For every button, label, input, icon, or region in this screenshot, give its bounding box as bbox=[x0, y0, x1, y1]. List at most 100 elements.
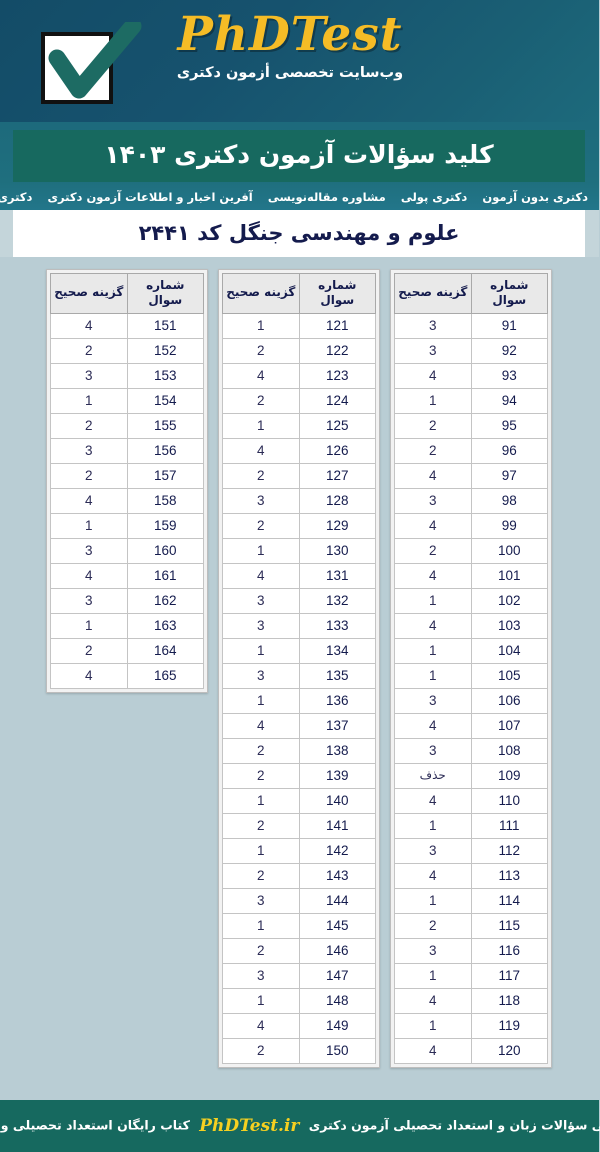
cell-correct-option: 4 bbox=[223, 362, 301, 389]
cell-correct-option: 1 bbox=[223, 787, 301, 814]
table-row: 110 4 bbox=[395, 787, 549, 814]
cell-correct-option: 2 bbox=[223, 512, 301, 539]
nav-item-2[interactable]: مشاوره مقاله‌نویسی bbox=[268, 190, 387, 204]
table-row: 138 2 bbox=[223, 737, 377, 764]
cell-question-number: 157 bbox=[127, 462, 205, 489]
footer-site-link[interactable]: PhDTest.ir bbox=[200, 1116, 301, 1136]
cell-correct-option: 2 bbox=[51, 337, 129, 364]
cell-question-number: 134 bbox=[299, 637, 377, 664]
table-row: 91 3 bbox=[395, 312, 549, 339]
cell-correct-option: 3 bbox=[395, 312, 473, 339]
table-row: 99 4 bbox=[395, 512, 549, 539]
cell-correct-option: 3 bbox=[223, 487, 301, 514]
table-row: 120 4 bbox=[395, 1037, 549, 1064]
table-row: 117 1 bbox=[395, 962, 549, 989]
header-question-number: شماره سوال bbox=[127, 272, 205, 314]
table-row: 151 4 bbox=[51, 312, 205, 339]
cell-question-number: 126 bbox=[299, 437, 377, 464]
cell-correct-option: 4 bbox=[395, 862, 473, 889]
cell-correct-option: 1 bbox=[395, 887, 473, 914]
table-row: 95 2 bbox=[395, 412, 549, 439]
table-row: 161 4 bbox=[51, 562, 205, 589]
cell-question-number: 111 bbox=[471, 812, 549, 839]
table-row: 93 4 bbox=[395, 362, 549, 389]
nav-item-3[interactable]: آفرین اخبار و اطلاعات آزمون دکتری bbox=[48, 190, 254, 204]
answer-key-panel-2: شماره سوال گزینه صحیح 151 4 152 2 153 3 154 1 155 2… bbox=[47, 268, 209, 693]
nav-item-0[interactable]: دکتری بدون آزمون bbox=[483, 190, 589, 204]
cell-question-number: 163 bbox=[127, 612, 205, 639]
cell-question-number: 123 bbox=[299, 362, 377, 389]
cell-correct-option: 4 bbox=[395, 787, 473, 814]
cell-question-number: 119 bbox=[471, 1012, 549, 1039]
cell-question-number: 145 bbox=[299, 912, 377, 939]
cell-correct-option: 1 bbox=[223, 687, 301, 714]
nav-item-1[interactable]: دکتری پولی bbox=[401, 190, 469, 204]
table-row: 130 1 bbox=[223, 537, 377, 564]
answer-key-table: شماره سوال گزینه صحیح 121 1 122 2 123 4 124 2 125 1… bbox=[223, 272, 377, 1064]
site-logo[interactable] bbox=[36, 22, 154, 104]
cell-question-number: 140 bbox=[299, 787, 377, 814]
subject-bar-zone: علوم و مهندسی جنگل کد ۲۴۴۱ bbox=[0, 209, 600, 257]
nav-item-4[interactable]: دکتری خارج از کشور bbox=[0, 190, 34, 204]
table-row: 105 1 bbox=[395, 662, 549, 689]
cell-correct-option: 1 bbox=[223, 637, 301, 664]
table-row: 122 2 bbox=[223, 337, 377, 364]
header-correct-option: گزینه صحیح bbox=[395, 272, 473, 314]
cell-correct-option: 2 bbox=[223, 387, 301, 414]
cell-question-number: 164 bbox=[127, 637, 205, 664]
cell-correct-option: 1 bbox=[395, 637, 473, 664]
cell-question-number: 149 bbox=[299, 1012, 377, 1039]
answer-key-table: شماره سوال گزینه صحیح 151 4 152 2 153 3 154 1 155 2… bbox=[51, 272, 205, 689]
cell-correct-option: 4 bbox=[51, 487, 129, 514]
cell-correct-option: 4 bbox=[223, 437, 301, 464]
cell-question-number: 99 bbox=[471, 512, 549, 539]
cell-correct-option: 3 bbox=[395, 837, 473, 864]
table-row: 142 1 bbox=[223, 837, 377, 864]
cell-question-number: 102 bbox=[471, 587, 549, 614]
footer-text-right: پاسخ تشریحی سؤالات زبان و استعداد تحصیلی… bbox=[309, 1117, 600, 1133]
table-row: 125 1 bbox=[223, 412, 377, 439]
table-row: 131 4 bbox=[223, 562, 377, 589]
cell-question-number: 141 bbox=[299, 812, 377, 839]
table-row: 123 4 bbox=[223, 362, 377, 389]
cell-correct-option: 3 bbox=[395, 337, 473, 364]
cell-correct-option: 4 bbox=[51, 312, 129, 339]
cell-correct-option: 2 bbox=[395, 912, 473, 939]
cell-correct-option: 2 bbox=[223, 737, 301, 764]
table-row: 158 4 bbox=[51, 487, 205, 514]
cell-correct-option: 4 bbox=[395, 462, 473, 489]
table-row: 119 1 bbox=[395, 1012, 549, 1039]
table-row: 133 3 bbox=[223, 612, 377, 639]
header-question-number: شماره سوال bbox=[299, 272, 377, 314]
cell-correct-option: 4 bbox=[223, 712, 301, 739]
cell-question-number: 152 bbox=[127, 337, 205, 364]
cell-correct-option: 3 bbox=[395, 487, 473, 514]
brand-title: PhDTest bbox=[178, 7, 404, 62]
table-row: 148 1 bbox=[223, 987, 377, 1014]
cell-correct-option: 1 bbox=[223, 837, 301, 864]
cell-question-number: 120 bbox=[471, 1037, 549, 1064]
cell-question-number: 113 bbox=[471, 862, 549, 889]
cell-question-number: 159 bbox=[127, 512, 205, 539]
cell-correct-option: 1 bbox=[223, 987, 301, 1014]
table-row: 150 2 bbox=[223, 1037, 377, 1064]
cell-correct-option: 4 bbox=[223, 562, 301, 589]
table-row: 106 3 bbox=[395, 687, 549, 714]
table-row: 140 1 bbox=[223, 787, 377, 814]
cell-question-number: 160 bbox=[127, 537, 205, 564]
cell-correct-option: 4 bbox=[51, 562, 129, 589]
cell-question-number: 110 bbox=[471, 787, 549, 814]
table-row: 100 2 bbox=[395, 537, 549, 564]
table-header-row: شماره سوال گزینه صحیح bbox=[395, 272, 549, 314]
cell-question-number: 158 bbox=[127, 487, 205, 514]
cell-correct-option: حذف bbox=[395, 762, 473, 789]
table-row: 139 2 bbox=[223, 762, 377, 789]
cell-question-number: 130 bbox=[299, 537, 377, 564]
table-row: 124 2 bbox=[223, 387, 377, 414]
main-navigation[interactable]: دکتری بدون آزمون دکتری پولی مشاوره مقاله… bbox=[0, 181, 600, 210]
cell-question-number: 93 bbox=[471, 362, 549, 389]
table-row: 103 4 bbox=[395, 612, 549, 639]
table-row: 141 2 bbox=[223, 812, 377, 839]
table-row: 109 حذف bbox=[395, 762, 549, 789]
cell-correct-option: 3 bbox=[395, 687, 473, 714]
